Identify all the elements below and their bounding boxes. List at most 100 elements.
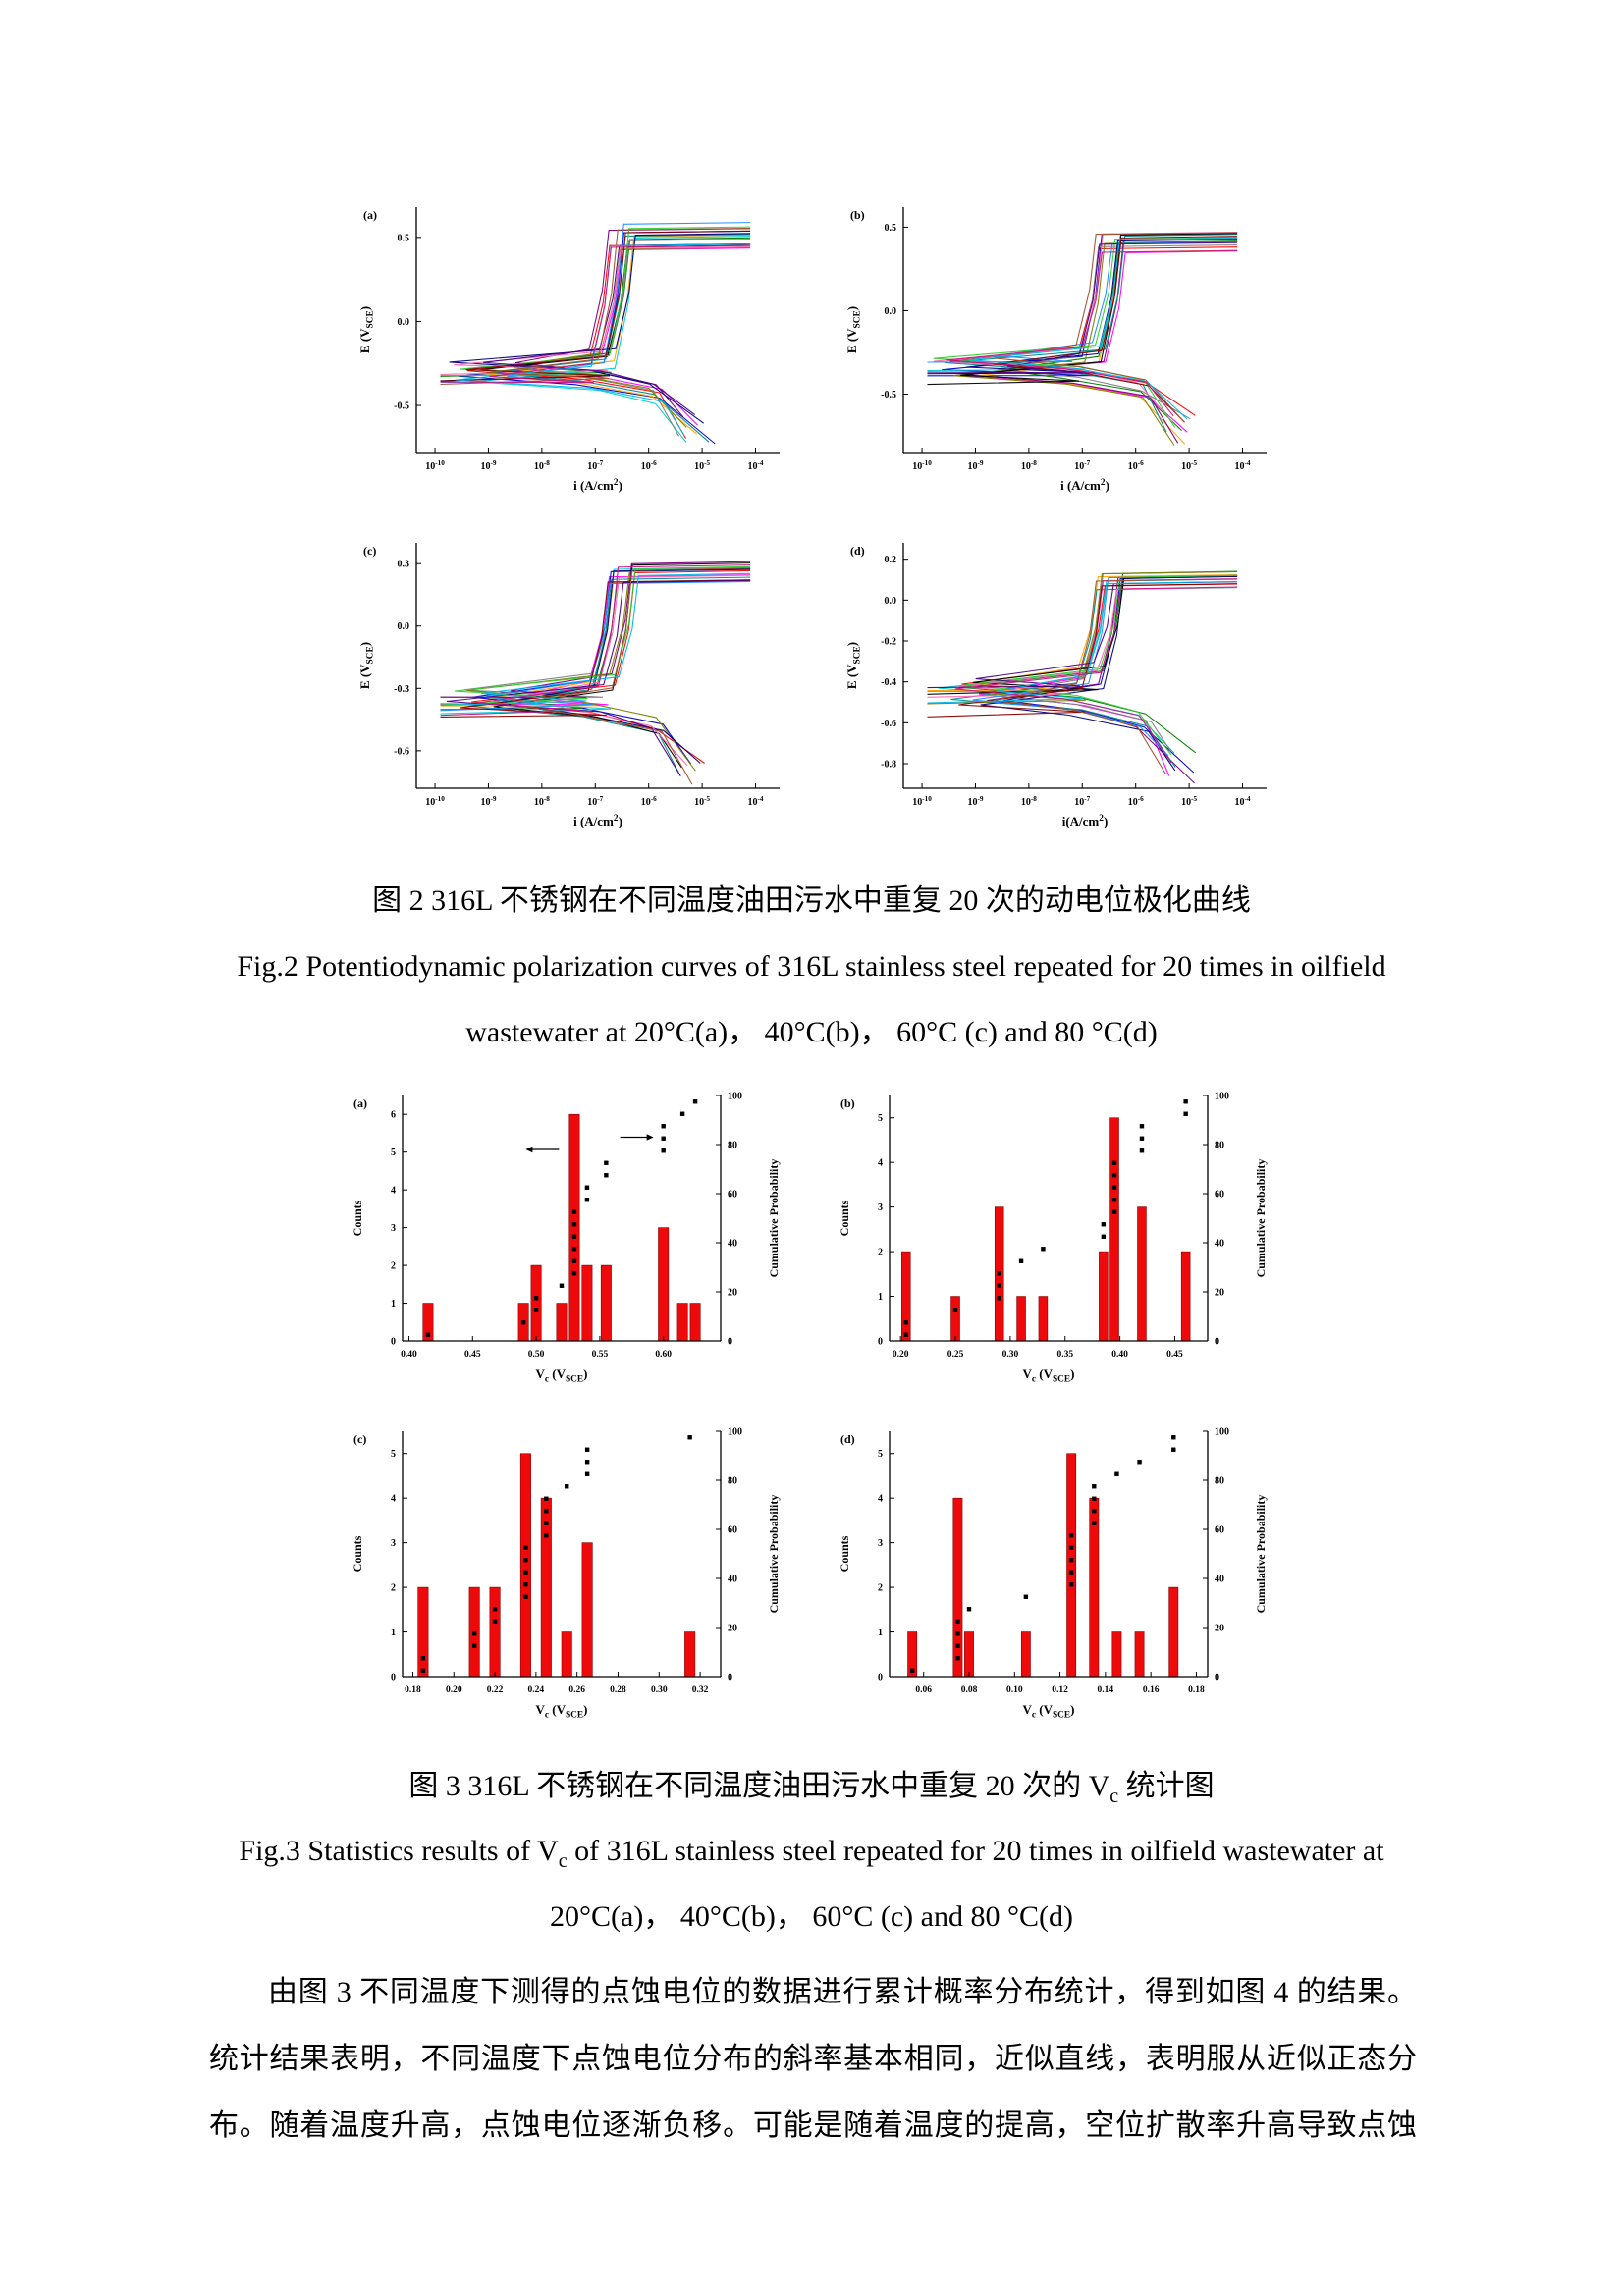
- svg-text:1: 1: [878, 1628, 883, 1638]
- fig2-caption-english-line1: Fig.2 Potentiodynamic polarization curve…: [237, 950, 1386, 983]
- svg-text:10-10: 10-10: [425, 795, 445, 808]
- svg-text:5: 5: [878, 1449, 883, 1460]
- svg-text:0: 0: [728, 1673, 732, 1683]
- svg-text:-0.6: -0.6: [394, 746, 409, 757]
- svg-text:0.32: 0.32: [691, 1685, 708, 1695]
- svg-text:-0.6: -0.6: [881, 719, 896, 729]
- svg-text:80: 80: [1215, 1141, 1224, 1151]
- svg-text:0.55: 0.55: [591, 1350, 608, 1360]
- svg-text:60: 60: [728, 1190, 737, 1201]
- svg-text:(c): (c): [353, 1432, 366, 1446]
- svg-text:2: 2: [391, 1583, 396, 1594]
- svg-text:1: 1: [391, 1628, 396, 1638]
- svg-text:10-6: 10-6: [1127, 795, 1143, 808]
- svg-text:Counts: Counts: [838, 1200, 851, 1236]
- svg-text:100: 100: [728, 1427, 742, 1438]
- svg-text:10-9: 10-9: [480, 795, 496, 808]
- svg-text:10-6: 10-6: [640, 795, 656, 808]
- svg-text:0.50: 0.50: [527, 1350, 544, 1360]
- fig2-panel-a-polarization-chart: 10-10 10-9 10-8 10-7 10-6 10-5 10-4 -0.5 0.0 0.5 i…: [338, 191, 799, 515]
- svg-text:10-4: 10-4: [1234, 795, 1250, 808]
- svg-text:Counts: Counts: [351, 1535, 364, 1572]
- fig3-caption-cn-pre: 图 3 316L 不锈钢在不同温度油田污水中重复 20 次的 V: [408, 1770, 1110, 1802]
- svg-text:10-5: 10-5: [694, 795, 710, 808]
- svg-text:10-5: 10-5: [1181, 795, 1197, 808]
- svg-text:20: 20: [1215, 1624, 1224, 1634]
- body-paragraph-line3: 布。随着温度升高，点蚀电位逐渐负移。可能是随着温度的提高，空位扩散率升高导致点蚀: [209, 2109, 1417, 2142]
- svg-text:80: 80: [728, 1476, 737, 1487]
- fig3-panel-b-histogram-chart: 0.20 0.25 0.30 0.35 0.40 0.45 0 1 2 3 4 5 0 20 40 60 80 1…: [825, 1080, 1286, 1404]
- svg-text:i (A/cm2): i (A/cm2): [573, 814, 622, 828]
- svg-text:5: 5: [391, 1148, 396, 1158]
- svg-text:20: 20: [728, 1288, 737, 1299]
- svg-text:-0.3: -0.3: [394, 684, 409, 695]
- svg-text:(b): (b): [850, 208, 865, 222]
- svg-text:1: 1: [391, 1299, 396, 1309]
- svg-text:3: 3: [878, 1202, 883, 1213]
- svg-text:40: 40: [1215, 1239, 1224, 1250]
- svg-text:0.18: 0.18: [1188, 1685, 1205, 1695]
- svg-text:(a): (a): [353, 1096, 367, 1110]
- svg-text:10-5: 10-5: [1181, 459, 1197, 472]
- svg-text:10-4: 10-4: [747, 459, 763, 472]
- svg-text:(b): (b): [840, 1096, 855, 1110]
- svg-text:0: 0: [1215, 1673, 1219, 1683]
- fig3-caption-cn-sub: c: [1109, 1786, 1119, 1807]
- svg-text:0.22: 0.22: [486, 1685, 503, 1695]
- svg-text:0.0: 0.0: [397, 317, 409, 328]
- fig2-panel-d-polarization-chart: 10-10 10-9 10-8 10-7 10-6 10-5 10-4 -0.8 -0.6 -0.…: [825, 527, 1286, 851]
- svg-text:40: 40: [728, 1575, 737, 1585]
- svg-text:10-5: 10-5: [694, 459, 710, 472]
- fig3-panel-a-histogram-chart: 0.40 0.45 0.50 0.55 0.60 0 1 2 3 4 5 6 0 20 40 60 80 100 V…: [338, 1080, 799, 1404]
- svg-text:0: 0: [1215, 1337, 1219, 1348]
- svg-text:0.45: 0.45: [463, 1350, 480, 1360]
- svg-text:Vc (VSCE): Vc (VSCE): [1022, 1366, 1074, 1384]
- svg-text:i(A/cm2): i(A/cm2): [1061, 814, 1108, 828]
- svg-text:E (VSCE): E (VSCE): [844, 306, 862, 353]
- svg-text:0.45: 0.45: [1166, 1350, 1183, 1360]
- fig3-caption-chinese: 图 3 316L 不锈钢在不同温度油田污水中重复 20 次的 Vc 统计图: [0, 1767, 1623, 1816]
- body-paragraph-line2: 统计结果表明，不同温度下点蚀电位分布的斜率基本相同，近似直线，表明服从近似正态分: [209, 2043, 1417, 2075]
- svg-text:10-7: 10-7: [587, 795, 603, 808]
- svg-text:80: 80: [1215, 1476, 1224, 1487]
- svg-text:0.10: 0.10: [1005, 1685, 1022, 1695]
- svg-text:0.3: 0.3: [397, 560, 409, 570]
- svg-text:100: 100: [1215, 1092, 1229, 1102]
- fig3-caption-en-pre: Fig.3 Statistics results of V: [239, 1835, 559, 1867]
- body-paragraph: 由图 3 不同温度下测得的点蚀电位的数据进行累计概率分布统计，得到如图 4 的结…: [209, 1959, 1417, 2160]
- svg-text:0.16: 0.16: [1142, 1685, 1159, 1695]
- svg-text:Counts: Counts: [351, 1200, 364, 1236]
- svg-text:10-10: 10-10: [912, 795, 932, 808]
- svg-text:10-7: 10-7: [1074, 795, 1090, 808]
- svg-text:i (A/cm2): i (A/cm2): [1060, 478, 1109, 493]
- svg-text:2: 2: [878, 1583, 883, 1594]
- svg-text:10-7: 10-7: [1074, 459, 1090, 472]
- svg-text:-0.2: -0.2: [881, 637, 896, 648]
- svg-text:2: 2: [878, 1248, 883, 1258]
- svg-text:E (VSCE): E (VSCE): [844, 642, 862, 689]
- svg-text:0.25: 0.25: [947, 1350, 963, 1360]
- svg-text:0.60: 0.60: [655, 1350, 672, 1360]
- svg-text:-0.5: -0.5: [881, 390, 896, 400]
- svg-text:0.28: 0.28: [610, 1685, 626, 1695]
- svg-text:-0.4: -0.4: [881, 677, 896, 688]
- figure3-panel-grid: 0.40 0.45 0.50 0.55 0.60 0 1 2 3 4 5 6 0 20 40 60 80 100 V…: [338, 1080, 1286, 1739]
- svg-text:60: 60: [1215, 1190, 1224, 1201]
- svg-text:Cumulative Probability: Cumulative Probability: [1254, 1495, 1268, 1614]
- svg-text:10-7: 10-7: [587, 459, 603, 472]
- svg-text:80: 80: [728, 1141, 737, 1151]
- svg-text:i (A/cm2): i (A/cm2): [573, 478, 622, 493]
- svg-text:0.5: 0.5: [884, 223, 896, 234]
- svg-text:10-10: 10-10: [425, 459, 445, 472]
- svg-text:0.20: 0.20: [892, 1350, 908, 1360]
- svg-text:0: 0: [391, 1337, 396, 1348]
- svg-text:3: 3: [391, 1538, 396, 1549]
- svg-text:10-6: 10-6: [1127, 459, 1143, 472]
- svg-text:0.08: 0.08: [960, 1685, 977, 1695]
- svg-text:0.26: 0.26: [568, 1685, 585, 1695]
- fig2-panel-b-polarization-chart: 10-10 10-9 10-8 10-7 10-6 10-5 10-4 -0.5 0.0 0.5 i…: [825, 191, 1286, 515]
- svg-text:0.40: 0.40: [1111, 1350, 1128, 1360]
- svg-text:-0.5: -0.5: [394, 401, 409, 412]
- svg-text:0.0: 0.0: [884, 596, 896, 607]
